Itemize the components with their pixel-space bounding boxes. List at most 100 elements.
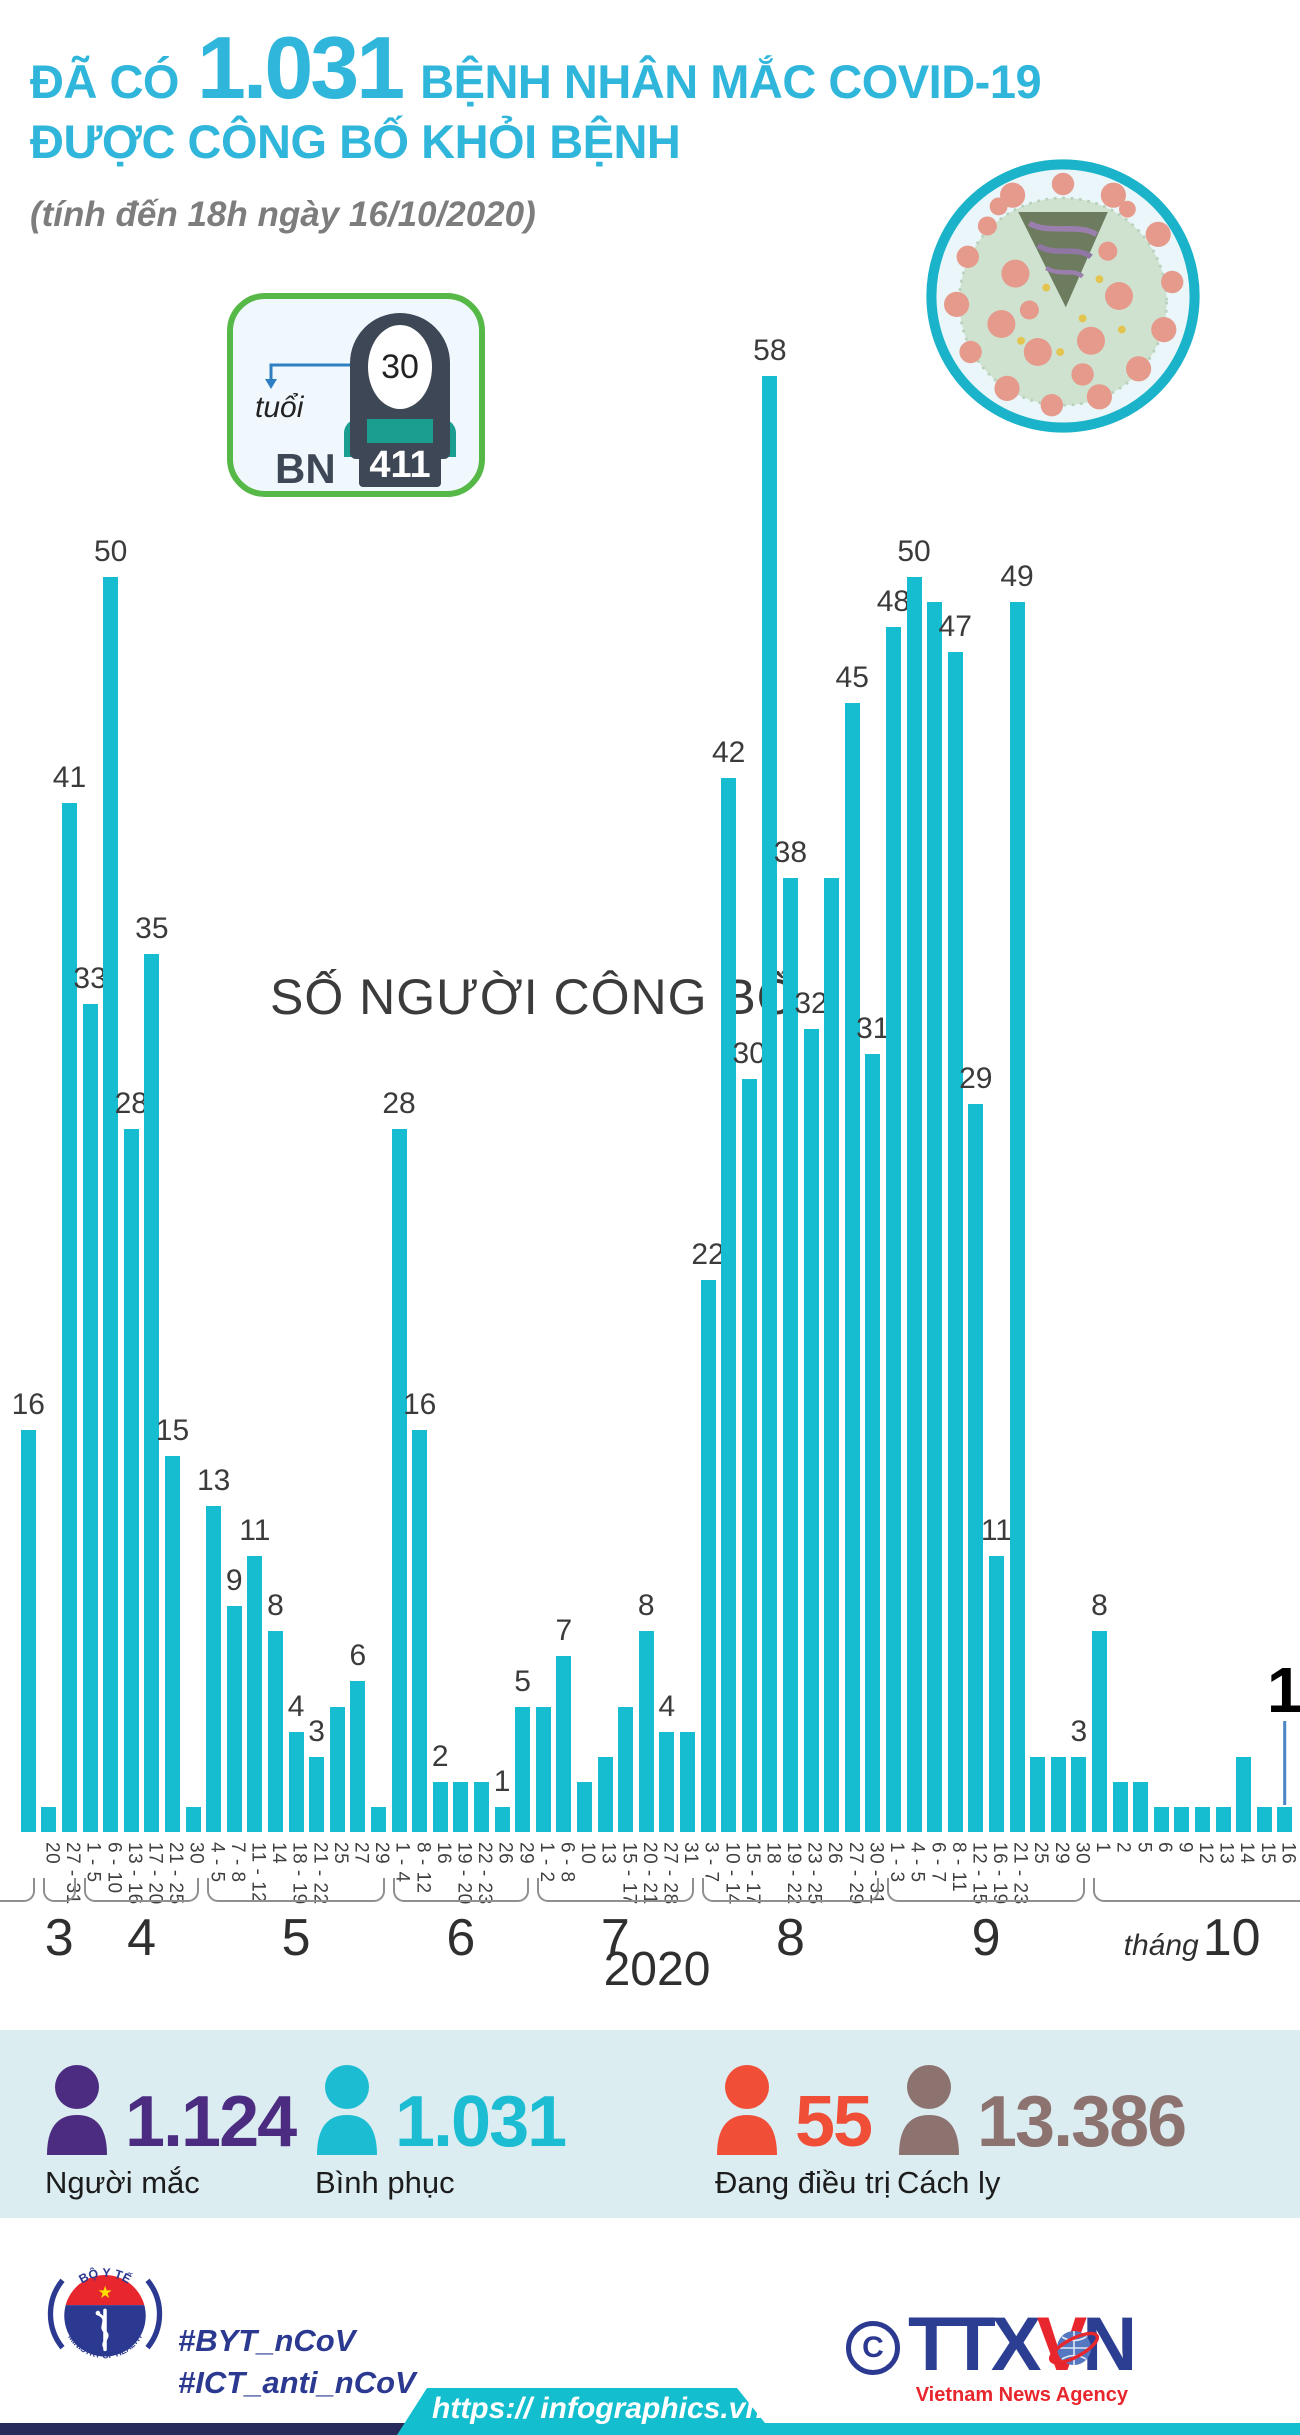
stat-in-treatment: 55 Đang điều trị [715,2063,891,2201]
bar-date-label: 6 - 8 [556,1842,578,1883]
bar [988,1555,1004,1832]
title-line-1: ĐÃ CÓ 1.031 BỆNH NHÂN MẮC COVID-19 [30,24,1042,112]
bar-column: 9 7 - 8 [224,340,248,1882]
bar-date-label: 26 [824,1842,846,1865]
bar [659,1731,675,1832]
title-subtitle: (tính đến 18h ngày 16/10/2020) [30,194,536,234]
bar [762,376,778,1832]
bars-row: 22 3 - 7 42 10 - 14 30 15 - 17 58 18 38 19 - 22 32… [691,334,889,1905]
month-label: 3 [39,1908,80,1968]
bar-column: 32 23 - 25 [794,340,827,1905]
bar-date-label: 15 - 17 [741,1842,763,1905]
bar-date-label: 18 [762,1842,784,1865]
bar-column: 16 1 [1267,340,1300,1864]
callout-value: 1 [1266,1653,1300,1726]
month-group: 1 - 2 7 6 - 8 10 13 15 - 17 8 20 - 21 4 27 - 28 31… [533,340,702,2040]
bar [1194,1806,1210,1832]
bar-date-label: 20 - 21 [638,1842,660,1905]
bar [103,577,119,1832]
bars-row: 33 1 - 5 50 6 - 10 28 13 - 16 35 17 - 20 15 21 - … [73,340,207,1905]
month-number: 4 [127,1909,157,1967]
person-icon [897,2063,961,2155]
bar-column: 15 [1254,340,1278,1864]
month-bracket [42,1878,76,1902]
title-suffix: BỆNH NHÂN MẮC COVID-19 [420,55,1042,108]
bar [1030,1756,1046,1832]
bar-column: 15 - 17 [615,340,639,1905]
svg-text:★: ★ [97,2283,112,2302]
bar-column: 22 3 - 7 [691,340,724,1883]
avatar-face: 30 [368,325,432,409]
bar-column: 7 6 - 8 [554,340,578,1882]
bar-date-label: 21 - 23 [1009,1842,1031,1905]
bar [288,1731,304,1832]
bar-column: 5 29 [512,340,536,1865]
bar-column: 31 30 - 31 [856,340,889,1905]
bar-date-label: 1 - 4 [391,1842,413,1883]
svg-text:BỘ Y TẾ: BỘ Y TẾ [77,2265,134,2286]
bars-row: 16 [12,340,45,1832]
bar [721,777,737,1832]
infographics-url[interactable]: https:// infographics.vn [432,2392,764,2425]
month-number: 8 [775,1909,805,1967]
bar [144,953,160,1832]
month-label: 9 [883,1908,1089,1968]
bar-date-label: 26 [494,1842,516,1865]
bar [61,802,77,1832]
ttxvn-letters-blue: TTX [908,2302,1042,2387]
bar-column: 25 [1027,340,1051,1864]
bar-value-label: 15 [155,1413,190,1447]
bar-column: 13 [595,340,619,1864]
bar-value-label: 13 [196,1463,231,1497]
bar-column: 6 - 7 [924,340,948,1883]
bar [1071,1756,1087,1832]
bar-date-label: 27 - 28 [659,1842,681,1905]
person-icon [315,2063,379,2155]
bar-value-label: 8 [1091,1589,1108,1623]
bar-value-label: 5 [514,1664,531,1698]
month-group: 16 [0,340,45,2040]
month-number: 9 [971,1909,1001,1967]
bar-date-label: 4 - 5 [906,1842,928,1883]
bar [576,1781,592,1832]
callout-line [1283,1720,1287,1805]
bar-value-label: 3 [308,1714,325,1748]
bn-label: BN [275,445,336,492]
bar [638,1631,654,1832]
bar-value-label: 33 [73,961,107,995]
bar-column: 1 26 [492,340,516,1864]
bar-date-label: 1 - 2 [535,1842,557,1883]
bar-column: 29 12 - 15 [959,340,992,1905]
bar [803,1028,819,1832]
bar-column: 11 11 - 12 [239,340,270,1903]
bar-date-label: 19 - 22 [783,1842,805,1905]
last-bar-callout: 1 [1266,1653,1300,1805]
bar-value-label: 58 [753,334,787,368]
bar-date-label: 6 [1153,1842,1175,1854]
bar-value-label: 2 [431,1739,449,1773]
bn-number-plate: 411 [359,443,441,487]
bar [185,1806,201,1832]
bar-date-label: 30 [185,1842,207,1865]
summary-stats-band: 1.124 Người mắc 1.031 Bình phục 55 Đang … [0,2030,1300,2218]
bar-column: 30 [183,340,207,1864]
bar-date-label: 16 [1277,1842,1299,1865]
copyright-icon: C [846,2321,900,2375]
month-bracket [0,1878,35,1902]
bar-date-label: 6 - 10 [103,1842,125,1894]
hashtag-ict: #ICT_anti_nCoV [178,2365,416,2400]
month-group: 20 41 27 - 31 3 [39,340,86,2040]
bars-row: 8 1 2 5 6 9 12 13 14 15 16 1 [1089,340,1300,1864]
bar-date-label: 31 [680,1842,702,1865]
bar-value-label: 41 [52,760,87,794]
bar [350,1681,366,1832]
bar-date-label: 8 - 11 [947,1842,969,1893]
bar-date-label: 30 [1071,1842,1093,1865]
bar [741,1079,757,1832]
month-number: 6 [446,1909,476,1967]
bar-value-label: 42 [711,735,746,769]
bar-column: 2 [1110,340,1134,1853]
bar-value-label: 11 [980,1513,1012,1547]
bar-value-label: 3 [1070,1714,1088,1748]
